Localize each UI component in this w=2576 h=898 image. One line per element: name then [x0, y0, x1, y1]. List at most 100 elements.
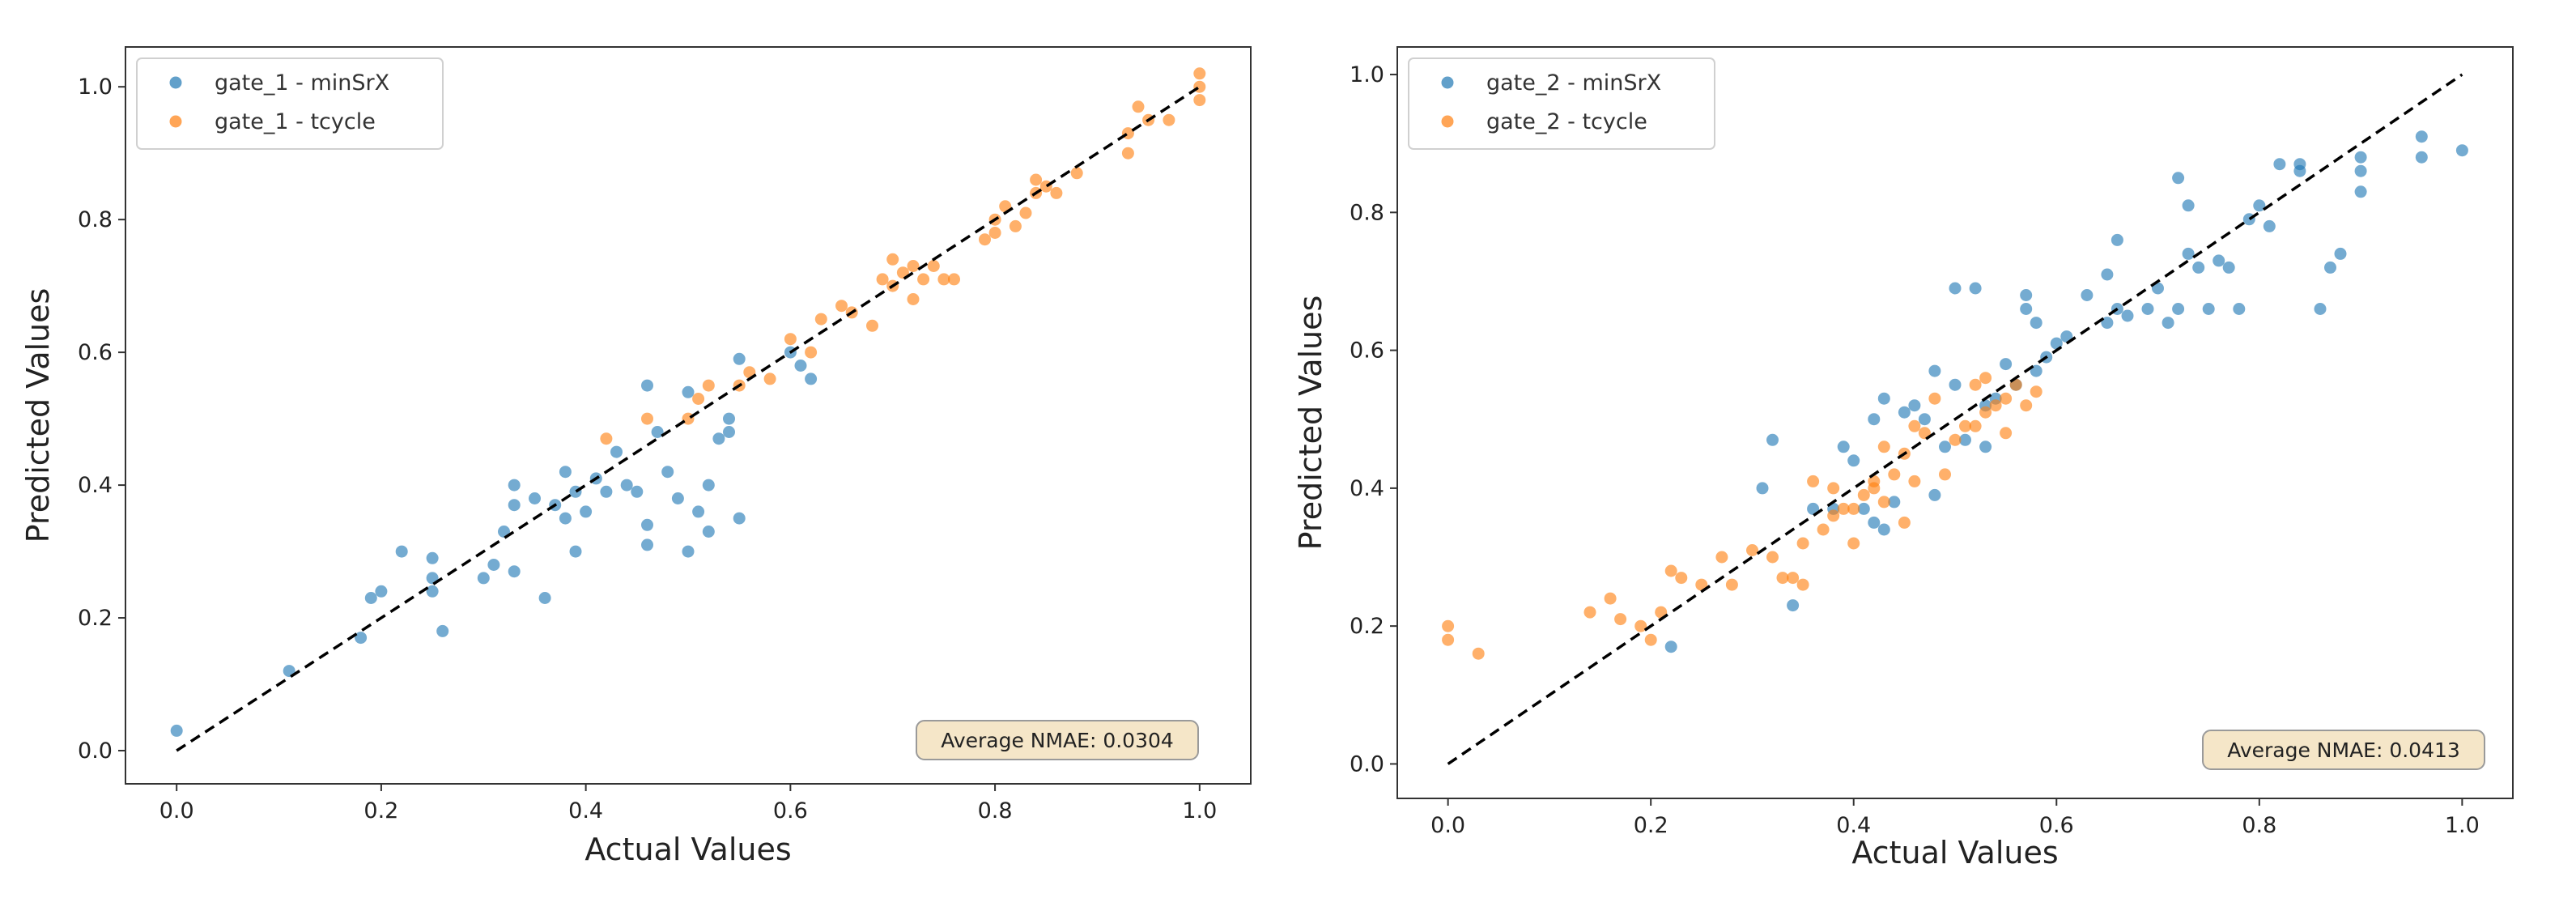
- y-tick-label: 0.4: [78, 473, 113, 498]
- point-series-1: [2202, 303, 2215, 315]
- point-series-2: [1695, 578, 1708, 591]
- point-series-2: [2009, 378, 2022, 391]
- point-series-2: [1817, 523, 1830, 536]
- point-series-1: [1898, 406, 1911, 419]
- point-series-1: [702, 526, 715, 538]
- point-series-2: [1949, 433, 1962, 446]
- point-series-1: [2050, 337, 2063, 350]
- point-series-1: [508, 565, 521, 578]
- point-series-2: [1796, 578, 1809, 591]
- point-series-1: [600, 485, 613, 498]
- point-series-2: [886, 253, 899, 266]
- point-series-1: [2192, 261, 2205, 274]
- point-series-2: [1442, 619, 1455, 632]
- x-tick-label: 0.2: [1634, 813, 1668, 838]
- point-series-2: [979, 233, 991, 246]
- y-tick-label: 0.2: [78, 606, 113, 631]
- point-series-1: [375, 585, 388, 598]
- point-series-2: [1969, 378, 1982, 391]
- point-series-2: [907, 260, 920, 272]
- legend-box: [1408, 57, 1715, 150]
- point-series-1: [631, 485, 644, 498]
- y-axis-label: Predicted Values: [20, 288, 56, 543]
- nmae-box: [2202, 730, 2485, 770]
- legend: gate_2 - minSrX gate_2 - tcycle: [1408, 57, 1715, 150]
- point-series-1: [1857, 502, 1870, 515]
- point-series-1: [2030, 364, 2043, 377]
- point-series-1: [2182, 199, 2195, 212]
- point-series-2: [1664, 564, 1677, 577]
- point-series-1: [794, 360, 807, 372]
- y-tick-label: 0.0: [1350, 751, 1384, 777]
- point-series-2: [1766, 551, 1779, 564]
- point-series-1: [1979, 440, 1992, 453]
- point-series-1: [2000, 358, 2013, 371]
- point-series-1: [2101, 317, 2114, 330]
- point-series-1: [2334, 247, 2347, 260]
- point-series-2: [1807, 475, 1820, 487]
- point-series-1: [559, 466, 572, 479]
- point-series-2: [1847, 502, 1860, 515]
- point-series-1: [569, 545, 582, 558]
- point-series-1: [2141, 303, 2154, 315]
- point-series-1: [712, 432, 725, 445]
- point-series-1: [641, 538, 653, 551]
- y-tick-label: 1.0: [1350, 62, 1384, 87]
- point-series-2: [1787, 572, 1800, 585]
- point-series-2: [1877, 440, 1890, 453]
- point-series-1: [1807, 502, 1820, 515]
- x-tick-label: 0.8: [2242, 813, 2276, 838]
- point-series-2: [2000, 427, 2013, 440]
- legend-marker-series-2: [1441, 115, 1454, 128]
- point-series-2: [1583, 606, 1596, 619]
- point-series-1: [2121, 309, 2134, 322]
- point-series-2: [835, 300, 848, 313]
- point-series-1: [1766, 433, 1779, 446]
- x-axis-ticks: 0.0 0.2 0.4 0.6 0.8 1.0: [159, 784, 1217, 824]
- x-tick-label: 1.0: [1182, 798, 1217, 824]
- point-series-1: [2263, 219, 2276, 232]
- y-tick-label: 0.4: [1350, 476, 1384, 501]
- point-series-1: [671, 492, 684, 504]
- point-series-2: [1847, 537, 1860, 550]
- scatter-panel-gate-1: 0.0 0.2 0.4 0.6 0.8 1.0 0.0 0.2 0.4 0.6 0.8 1.0 Ac…: [20, 46, 1252, 867]
- point-series-2: [805, 346, 818, 359]
- point-series-2: [1796, 537, 1809, 550]
- point-series-1: [2152, 282, 2164, 295]
- x-tick-label: 0.2: [363, 798, 398, 824]
- point-series-2: [1009, 219, 1022, 232]
- point-series-1: [733, 352, 746, 365]
- y-tick-label: 0.0: [78, 738, 113, 764]
- point-series-1: [2172, 303, 2185, 315]
- point-series-1: [2101, 268, 2114, 281]
- point-series-1: [1664, 641, 1677, 653]
- plot-frame: [1396, 46, 2514, 799]
- nmae-text: Average NMAE: 0.0304: [941, 729, 1174, 752]
- point-series-1: [2020, 289, 2033, 301]
- point-series-1: [641, 379, 653, 392]
- point-series-1: [2162, 317, 2174, 330]
- point-series-2: [1776, 572, 1789, 585]
- point-series-1: [2293, 164, 2306, 177]
- point-series-1: [2324, 261, 2336, 274]
- point-series-2: [1132, 100, 1145, 113]
- point-series-1: [2354, 151, 2367, 164]
- point-series-2: [1868, 475, 1881, 487]
- point-series-1: [559, 512, 572, 525]
- point-series-1: [651, 426, 664, 438]
- point-series-2: [876, 273, 889, 286]
- point-series-2: [1675, 572, 1688, 585]
- point-series-1: [1877, 392, 1890, 405]
- point-series-2: [1928, 392, 1941, 405]
- point-series-1: [661, 466, 674, 479]
- point-series-2: [1121, 147, 1134, 160]
- point-series-1: [436, 624, 449, 637]
- legend-marker-series-1: [1441, 76, 1454, 89]
- point-series-1: [2354, 185, 2367, 198]
- point-series-1: [2030, 317, 2043, 330]
- legend: gate_1 - minSrX gate_1 - tcycle: [136, 57, 444, 150]
- point-series-1: [1969, 282, 1982, 295]
- point-series-2: [1908, 475, 1921, 487]
- y-axis-ticks: 0.0 0.2 0.4 0.6 0.8 1.0: [78, 74, 125, 764]
- x-tick-label: 1.0: [2445, 813, 2480, 838]
